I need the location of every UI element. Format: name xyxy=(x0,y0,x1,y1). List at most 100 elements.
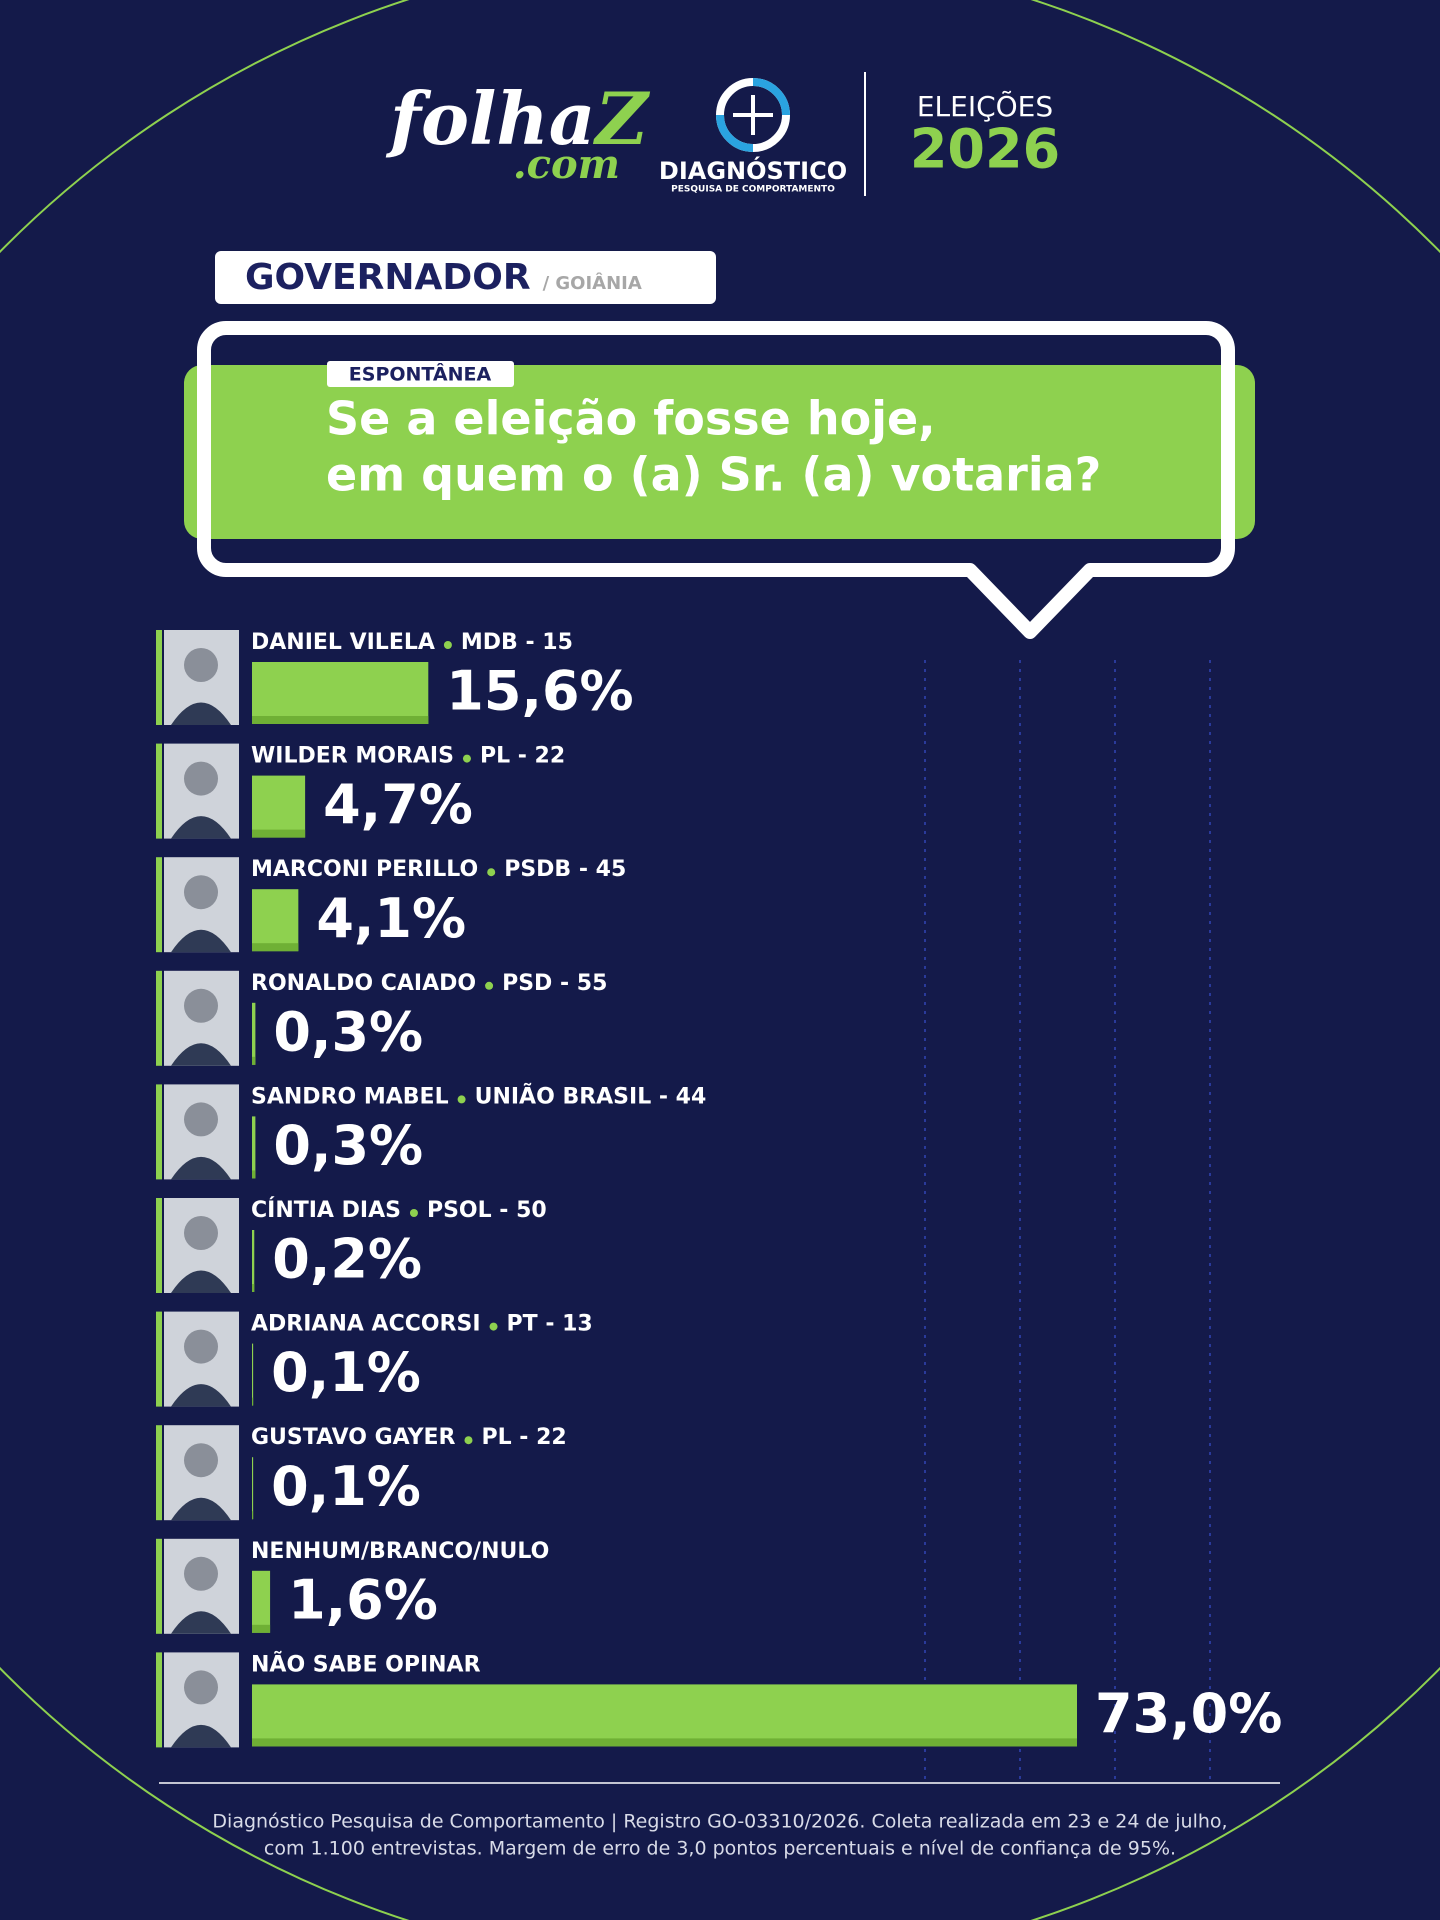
row-stripe xyxy=(156,1652,162,1748)
bar xyxy=(252,662,429,724)
value-label: 0,1% xyxy=(271,1341,421,1404)
value-label: 4,1% xyxy=(316,887,466,950)
partner-logo xyxy=(716,78,790,152)
photo-body xyxy=(171,1724,231,1748)
photo-body xyxy=(171,1043,231,1066)
bar-shade xyxy=(252,1624,271,1633)
party-dot xyxy=(489,1322,498,1331)
bar-shade xyxy=(252,716,429,724)
photo-head xyxy=(184,1556,218,1591)
value-label: 1,6% xyxy=(288,1568,438,1631)
bar xyxy=(252,1002,256,1065)
photo-head xyxy=(184,875,218,910)
party-dot xyxy=(457,1095,466,1104)
photo-head xyxy=(184,1670,218,1705)
speech-bubble xyxy=(197,321,1235,639)
category-label: CÍNTIA DIAS xyxy=(251,1197,401,1223)
row-stripe xyxy=(156,1311,162,1407)
chart-subtitle: / GOIÂNIA xyxy=(543,272,642,294)
bar-shade xyxy=(252,1738,1077,1747)
bar-shade xyxy=(252,1284,255,1292)
brand-word: folha xyxy=(385,76,595,161)
category-label: RONALDO CAIADO xyxy=(251,971,476,996)
bar xyxy=(252,1343,254,1406)
party-dot xyxy=(464,1436,473,1445)
party-label: PT - 13 xyxy=(507,1312,593,1337)
party-label: PSOL - 50 xyxy=(427,1198,547,1223)
bar-shade xyxy=(252,1056,256,1065)
photo-body xyxy=(171,1156,231,1180)
row-stripe xyxy=(156,630,162,725)
footer-line: com 1.100 entrevistas. Margem de erro de… xyxy=(264,1838,1176,1860)
party-label: MDB - 15 xyxy=(461,630,573,655)
partner-tagline: PESQUISA DE COMPORTAMENTO xyxy=(671,185,835,195)
row-stripe xyxy=(156,1198,162,1293)
title-box xyxy=(215,251,716,304)
photo-body xyxy=(171,929,231,953)
brand: folhaZ xyxy=(385,76,650,161)
photo-body xyxy=(171,1270,231,1293)
photo-body xyxy=(171,1384,231,1407)
category-label: NÃO SABE OPINAR xyxy=(251,1651,481,1677)
category-label: NENHUM/BRANCO/NULO xyxy=(251,1539,549,1564)
photo-head xyxy=(184,1102,218,1137)
party-dot xyxy=(485,981,494,990)
row-stripe xyxy=(156,857,162,953)
row-stripe xyxy=(156,1538,162,1634)
bar-shade xyxy=(252,1170,256,1179)
row-stripe xyxy=(156,1425,162,1521)
chart-title: GOVERNADOR xyxy=(245,257,531,298)
party-dot xyxy=(409,1209,418,1217)
party-label: PL - 22 xyxy=(481,1425,566,1450)
row-stripe xyxy=(156,743,162,839)
value-label: 0,1% xyxy=(271,1455,421,1518)
event: ELEIÇÕES xyxy=(917,89,1053,123)
bar xyxy=(252,889,299,952)
question-line: em quem o (a) Sr. (a) votaria? xyxy=(326,448,1101,502)
value-label: 0,3% xyxy=(273,1000,423,1063)
row-stripe xyxy=(156,970,162,1066)
category-label: SANDRO MABEL xyxy=(251,1084,449,1109)
party-label: PL - 22 xyxy=(480,744,565,769)
party-label: PSDB - 45 xyxy=(504,857,626,882)
year: 2026 xyxy=(910,118,1060,181)
photo-head xyxy=(184,1216,218,1250)
tag: ESPONTÂNEA xyxy=(349,363,492,386)
bars: DANIEL VILELA MDB - 15 15,6% WILDER MORAIS P… xyxy=(156,630,1282,1748)
value-label: 0,2% xyxy=(272,1228,422,1291)
photo-body xyxy=(171,1611,231,1634)
category-label: GUSTAVO GAYER xyxy=(251,1425,456,1450)
category-label: WILDER MORAIS xyxy=(251,744,454,769)
category-label: MARCONI PERILLO xyxy=(251,857,478,882)
value-label: 73,0% xyxy=(1095,1682,1282,1745)
bar-shade xyxy=(252,1397,254,1406)
bar xyxy=(252,1684,1077,1747)
partner-name: DIAGNÓSTICO xyxy=(659,155,847,185)
photo-body xyxy=(171,816,231,839)
value-label: 4,7% xyxy=(323,773,473,836)
photo-body xyxy=(171,1497,231,1521)
category-label: ADRIANA ACCORSI xyxy=(251,1312,481,1337)
bar xyxy=(252,1116,256,1179)
party-label: PSD - 55 xyxy=(502,971,607,996)
photo-head xyxy=(184,988,218,1023)
bar xyxy=(252,1570,271,1633)
dashed-grid xyxy=(924,660,1211,1780)
category-label: DANIEL VILELA xyxy=(251,630,435,655)
bar xyxy=(252,1230,255,1292)
brand-suffix: .com xyxy=(513,141,620,188)
tag-box xyxy=(327,361,514,387)
bar xyxy=(252,775,306,838)
photo-head xyxy=(184,1443,218,1478)
bar-shade xyxy=(252,829,306,838)
value-label: 0,3% xyxy=(273,1114,423,1177)
party-dot xyxy=(487,868,496,877)
photo-body xyxy=(171,702,231,725)
question-line: Se a eleição fosse hoje, xyxy=(326,392,936,446)
photo-head xyxy=(184,648,218,682)
bar-shade xyxy=(252,1511,254,1520)
footer-line: Diagnóstico Pesquisa de Comportamento | … xyxy=(212,1811,1227,1833)
